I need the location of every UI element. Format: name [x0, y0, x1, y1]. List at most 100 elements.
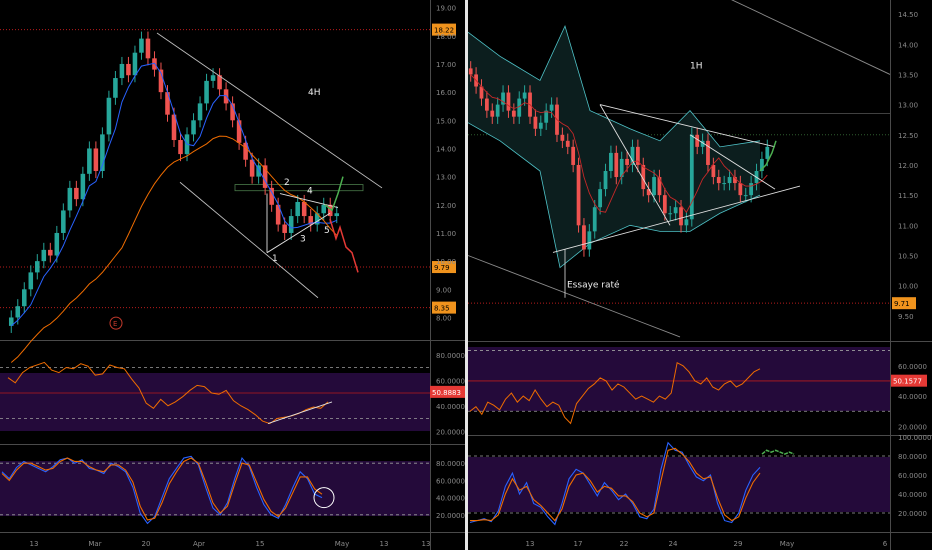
rsi-value-tag: 50.1577	[893, 378, 922, 386]
left-price-tick: 12.00	[436, 202, 456, 210]
candle-body	[684, 219, 689, 226]
candle-body	[522, 92, 527, 99]
candle-body	[334, 213, 340, 217]
candle-body	[197, 103, 203, 121]
channel-upper-line	[156, 32, 383, 189]
projection-down-arrow	[329, 218, 359, 273]
left-x-tick: 13	[380, 540, 389, 548]
channel-lower-line	[467, 255, 681, 338]
wave-label: 4	[307, 187, 313, 197]
left-stoch-band	[0, 461, 430, 516]
price-tag-label: 9.71	[894, 300, 910, 308]
candle-body	[533, 116, 538, 129]
left-x-tick: 13	[422, 540, 431, 548]
band-upper-line	[467, 25, 761, 148]
left-price-tick: 9.00	[436, 286, 452, 294]
right-price-tick: 12.00	[898, 162, 918, 170]
ma-line	[470, 74, 768, 214]
candle-body	[565, 140, 570, 147]
candle-body	[74, 187, 79, 200]
candle-body	[614, 152, 619, 178]
right-rsi-tick: 40.0000	[898, 393, 927, 401]
right-price-tick: 10.00	[898, 283, 918, 291]
resistance-zone-box	[234, 184, 364, 192]
left-price-tick: 14.00	[436, 145, 456, 153]
candle-body	[126, 63, 131, 76]
right-rsi-tick: 60.0000	[898, 363, 927, 371]
candle-body	[571, 146, 576, 165]
earnings-marker	[109, 316, 123, 330]
candle-body	[576, 164, 581, 226]
rsi-line	[469, 361, 761, 425]
candle-body	[727, 177, 732, 184]
candle-body	[582, 225, 586, 250]
candle-body	[269, 187, 274, 205]
candle-body	[54, 232, 60, 256]
price-tag-bg	[432, 23, 456, 36]
right-price-tick: 12.50	[898, 132, 918, 140]
candle-body	[145, 38, 151, 59]
left-x-tick: Mar	[88, 540, 101, 548]
left-price-tick: 16.00	[436, 89, 456, 97]
candle-body	[61, 210, 66, 233]
candle-body	[308, 216, 313, 225]
right-x-tick: 17	[574, 540, 583, 548]
candle-body	[560, 134, 565, 141]
right-x-tick: 29	[734, 540, 743, 548]
right-price-tick: 13.50	[898, 71, 918, 79]
candle-body	[679, 207, 683, 226]
panel-divider[interactable]	[465, 0, 468, 550]
candle-body	[119, 63, 125, 79]
candle-body	[495, 104, 500, 117]
ma-slow-line	[10, 135, 338, 363]
left-stoch-tick: 80.0000	[436, 460, 465, 468]
right-price-tick: 14.50	[898, 11, 918, 19]
triangle-upper-line	[599, 104, 776, 148]
candle-body	[700, 140, 705, 147]
rsi-value-tag-bg	[430, 385, 465, 398]
right-rsi-band	[468, 347, 890, 411]
candle-body	[21, 289, 27, 307]
candle-body	[592, 207, 597, 232]
candle-body	[230, 103, 235, 121]
right-x-tick: 22	[620, 540, 629, 548]
candle-body	[165, 92, 170, 115]
candle-body	[210, 75, 216, 81]
candle-body	[544, 110, 549, 123]
candle-body	[490, 110, 495, 117]
wave-label: 1	[272, 254, 278, 264]
candle-body	[603, 171, 608, 190]
left-rsi-tick: 20.0000	[436, 428, 465, 436]
candle-body	[468, 68, 473, 75]
candle-body	[113, 78, 118, 98]
candle-body	[711, 164, 716, 178]
axis-labels: 8.009.0010.0011.0012.0013.0014.0015.0016…	[30, 5, 932, 548]
price-tag-label: 9.79	[434, 264, 450, 272]
right-stoch-tick: 80.0000	[898, 453, 927, 461]
candle-body	[668, 213, 673, 215]
candle-body	[609, 152, 613, 171]
candle-body	[743, 195, 748, 197]
candle-body	[635, 146, 640, 165]
candle-body	[275, 204, 281, 225]
left-x-tick: Apr	[193, 540, 205, 548]
candle-body	[217, 75, 222, 90]
right-price-tick: 11.50	[898, 192, 918, 200]
right-x-tick: 13	[526, 540, 535, 548]
right-price-tick: 10.50	[898, 253, 918, 261]
triangle-upper-line	[279, 193, 339, 209]
candle-body	[106, 97, 112, 135]
right-x-tick: 6	[883, 540, 888, 548]
stoch-highlight-circle	[313, 487, 335, 509]
candle-body	[80, 173, 86, 200]
right-x-tick: May	[780, 540, 794, 548]
candle-body	[321, 204, 327, 214]
candle-body	[662, 195, 667, 214]
left-rsi-chart: 50.8883	[0, 361, 465, 425]
candle-body	[598, 189, 603, 208]
candle-body	[765, 146, 770, 159]
candle-body	[204, 80, 209, 104]
candle-body	[517, 98, 522, 117]
candle-body	[48, 249, 53, 256]
wave-label: 3	[300, 234, 306, 244]
